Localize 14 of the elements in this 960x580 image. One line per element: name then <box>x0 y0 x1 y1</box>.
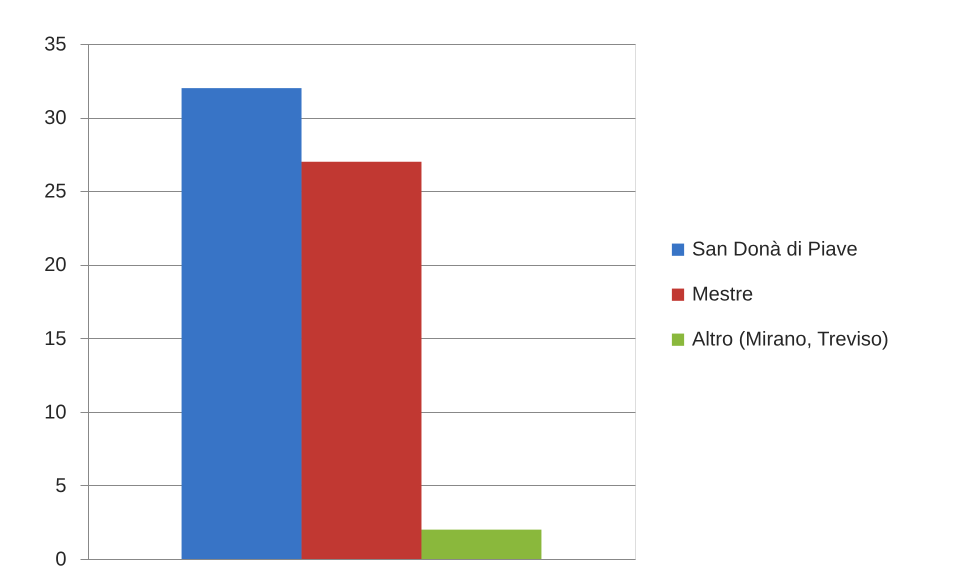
legend-label: Altro (Mirano, Treviso) <box>692 328 889 351</box>
y-tick-label: 0 <box>55 548 66 570</box>
y-tick-label: 20 <box>44 254 66 276</box>
y-tick-label: 10 <box>44 401 66 424</box>
y-tick-label: 35 <box>44 34 66 56</box>
legend-label: San Donà di Piave <box>692 238 858 261</box>
bar <box>182 88 302 559</box>
bar <box>421 530 542 559</box>
bar <box>302 162 422 559</box>
y-tick-label: 15 <box>44 328 66 350</box>
y-tick-label: 30 <box>44 107 66 130</box>
y-tick-label: 25 <box>44 180 66 203</box>
y-tick-label: 5 <box>55 474 66 497</box>
legend-label: Mestre <box>692 284 754 306</box>
